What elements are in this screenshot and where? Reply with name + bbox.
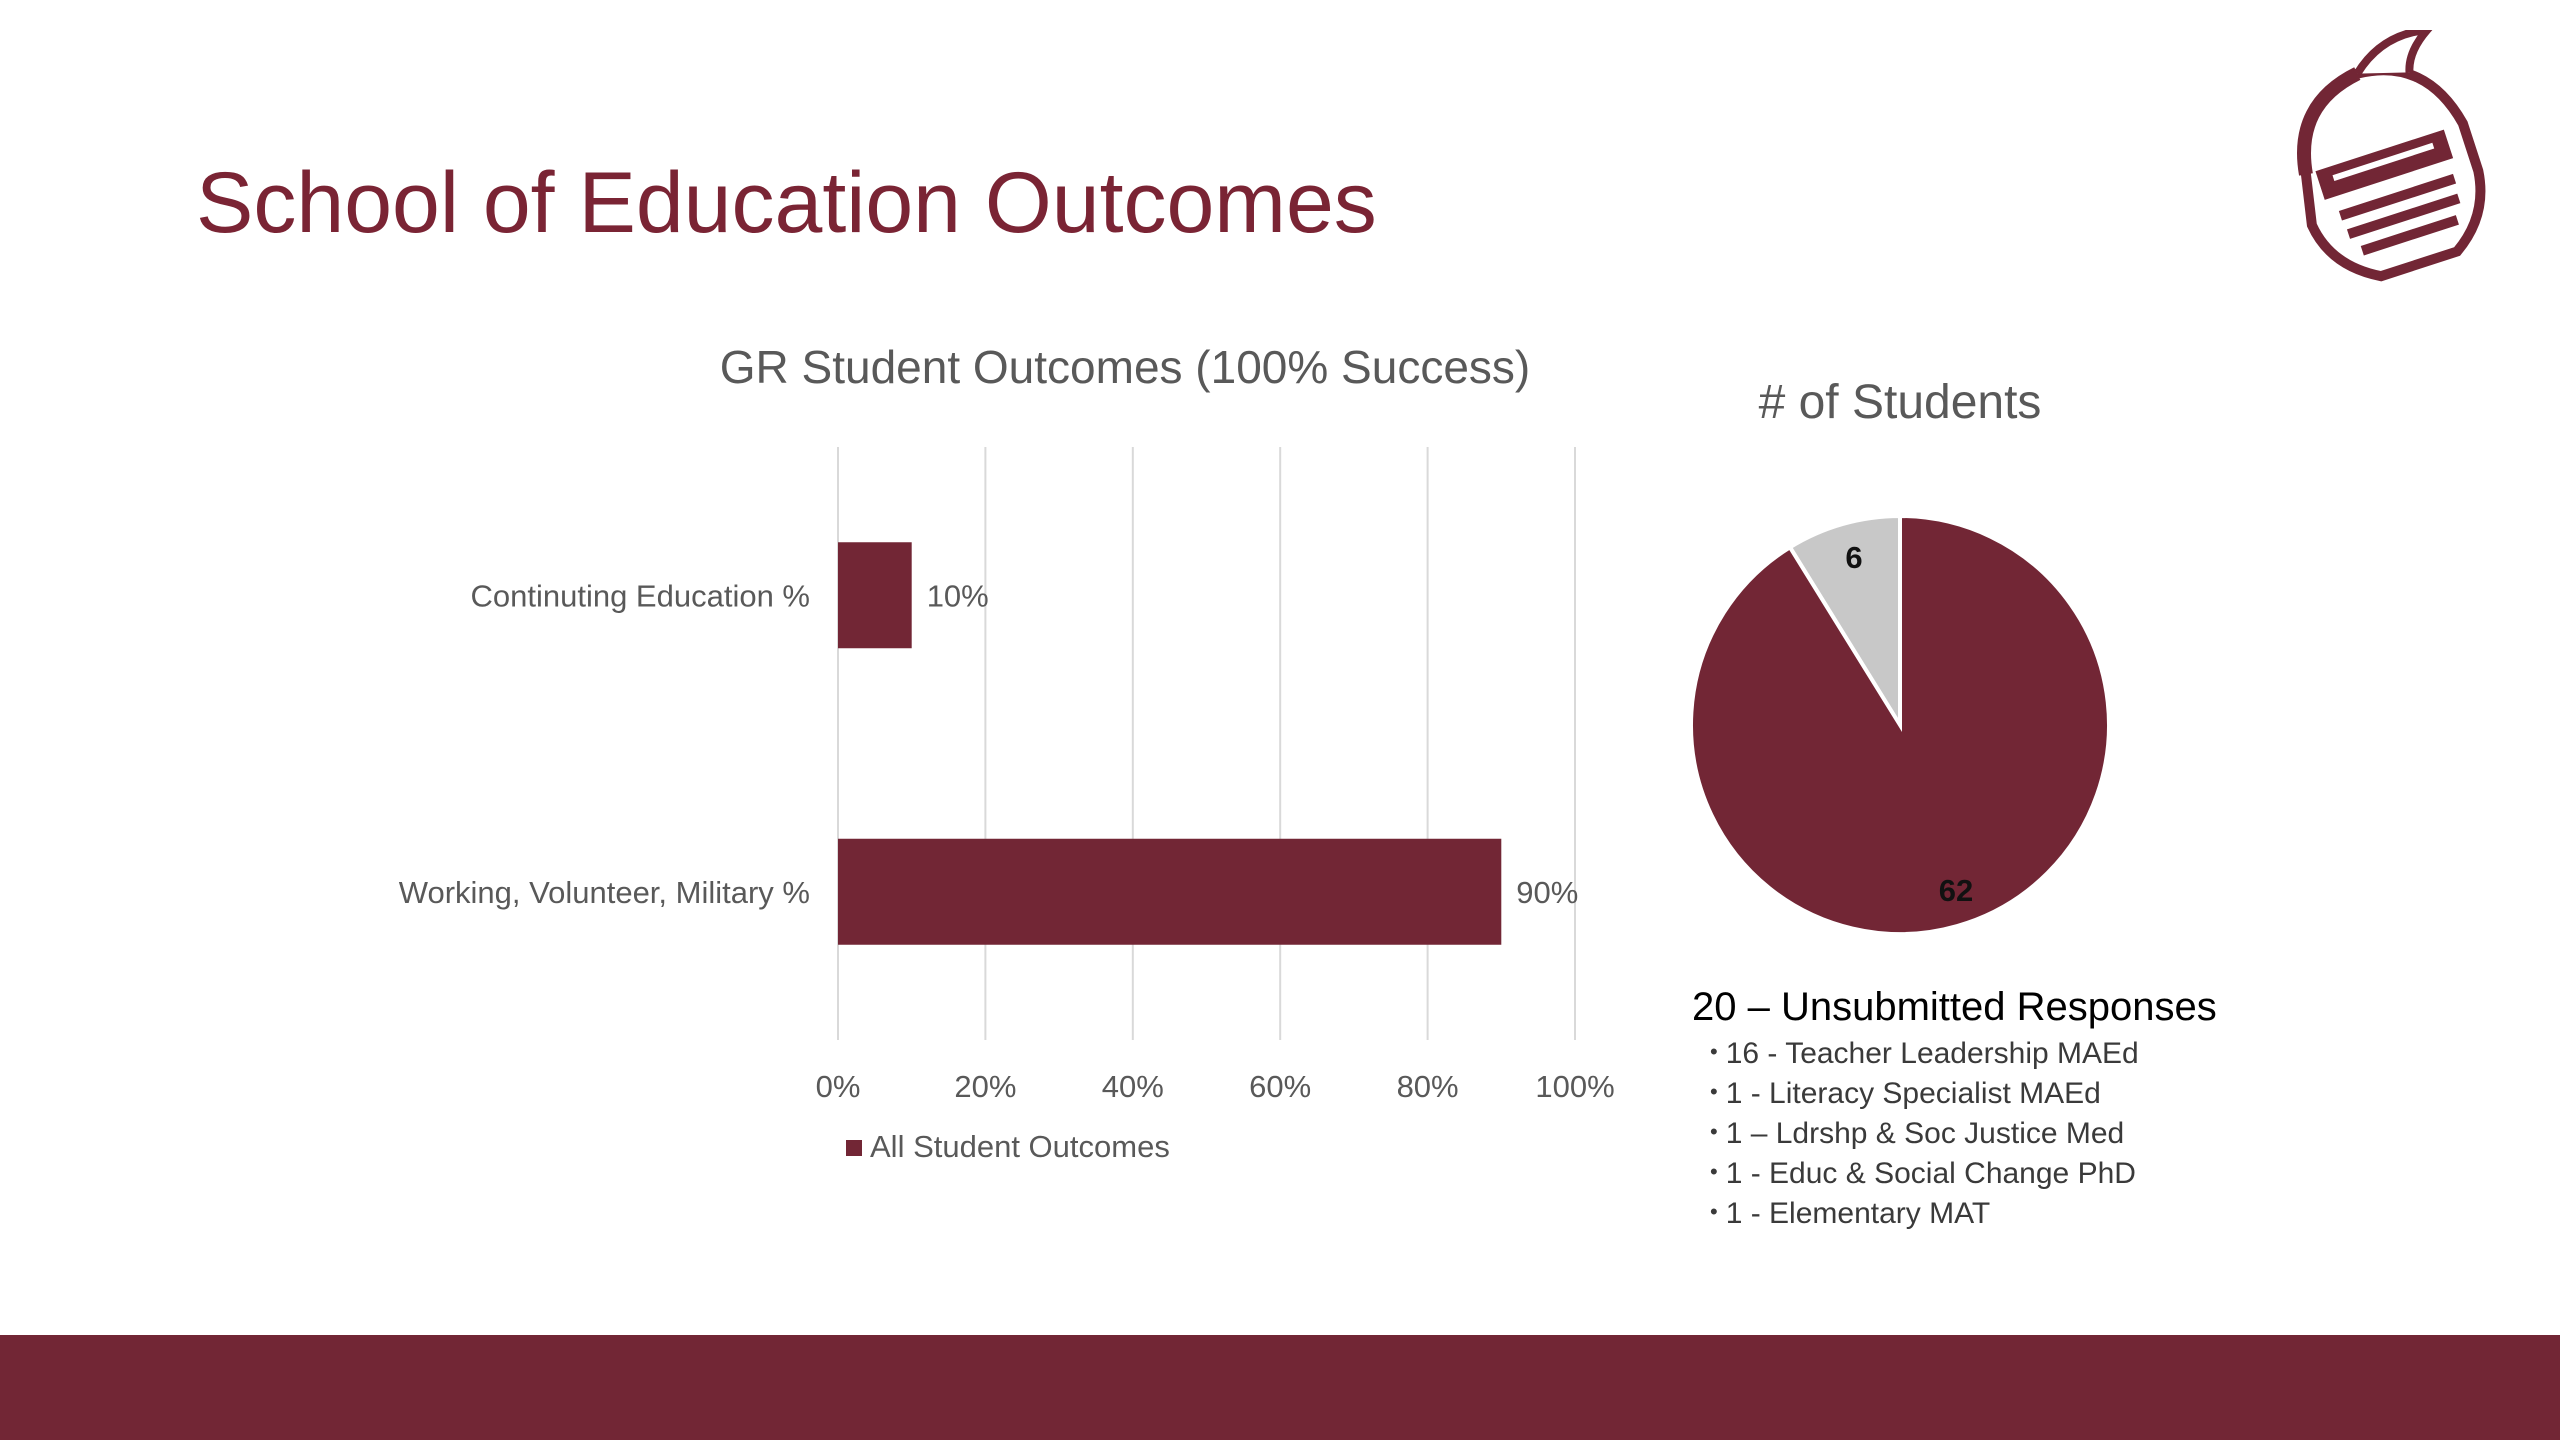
x-tick-label: 100%: [1535, 1069, 1614, 1104]
bar: [838, 542, 912, 649]
bar-chart: GR Student Outcomes (100% Success) Conti…: [399, 341, 1615, 1164]
list-item: 1 – Ldrshp & Soc Justice Med: [1710, 1115, 2217, 1155]
list-item: 1 - Educ & Social Change PhD: [1710, 1155, 2217, 1195]
pie-chart-title: # of Students: [1759, 376, 2042, 429]
pie-slice: [1787, 513, 1902, 733]
category-label: Continuting Education %: [470, 578, 810, 613]
bar-chart-bars: [838, 542, 1502, 945]
bar-chart-category-labels: Continuting Education % Working, Voluntee…: [399, 578, 810, 910]
bar-chart-title: GR Student Outcomes (100% Success): [720, 341, 1530, 393]
x-tick-label: 20%: [954, 1069, 1016, 1104]
pie-chart: # of Students 6 62: [1689, 376, 2111, 936]
unsubmitted-heading: 20 – Unsubmitted Responses: [1692, 985, 2217, 1029]
pie-data-label: 62: [1939, 873, 1973, 908]
bar-chart-legend: All Student Outcomes: [846, 1129, 1170, 1164]
x-tick-label: 60%: [1249, 1069, 1311, 1104]
footer-band: [0, 1335, 2560, 1440]
pie-slice: [1689, 513, 2111, 936]
category-label: Working, Volunteer, Military %: [399, 875, 810, 910]
legend-label: All Student Outcomes: [870, 1129, 1170, 1164]
x-tick-label: 80%: [1397, 1069, 1459, 1104]
pie-chart-data-labels: 6 62: [1845, 540, 1973, 908]
x-tick-label: 0%: [816, 1069, 861, 1104]
unsubmitted-notes: 20 – Unsubmitted Responses 16 - Teacher …: [1692, 985, 2217, 1235]
bar-chart-data-labels: 10% 90%: [927, 578, 1579, 910]
list-item: 1 - Literacy Specialist MAEd: [1710, 1075, 2217, 1115]
bar-data-label: 10%: [927, 578, 989, 613]
pie-chart-slices: [1689, 513, 2111, 936]
knight-helmet-logo: [2297, 30, 2486, 282]
bar-chart-x-ticks: 0% 20% 40% 60% 80% 100%: [816, 1069, 1615, 1104]
pie-data-label: 6: [1845, 540, 1862, 575]
slide-title: School of Education Outcomes: [196, 155, 1377, 251]
list-item: 1 - Elementary MAT: [1710, 1195, 2217, 1235]
x-tick-label: 40%: [1102, 1069, 1164, 1104]
bar: [838, 838, 1502, 945]
unsubmitted-list: 16 - Teacher Leadership MAEd 1 - Literac…: [1710, 1035, 2217, 1235]
legend-swatch: [846, 1140, 862, 1156]
bar-chart-gridlines: [837, 447, 1576, 1040]
bar-data-label: 90%: [1516, 875, 1578, 910]
list-item: 16 - Teacher Leadership MAEd: [1710, 1035, 2217, 1075]
